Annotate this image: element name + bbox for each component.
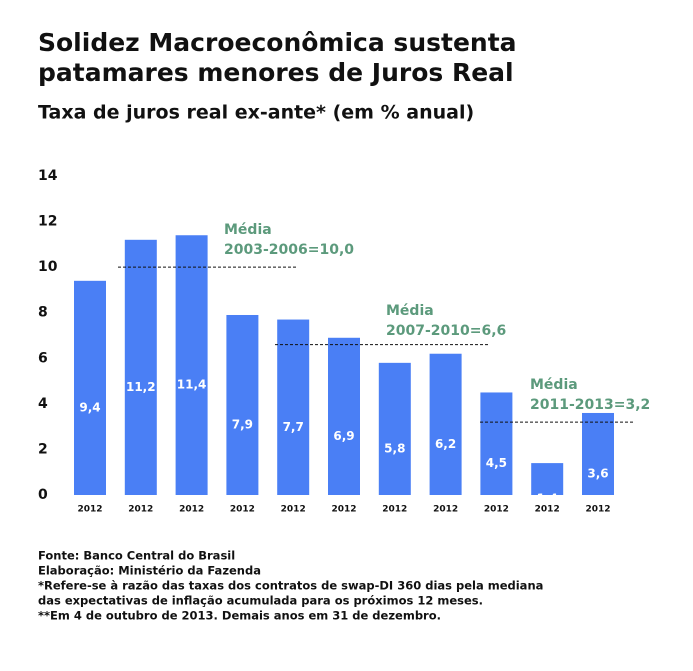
x-tick-label: 2012 xyxy=(281,505,306,515)
bar xyxy=(226,314,259,495)
average-label: 2011-2013=3,2 xyxy=(530,397,650,413)
value-label: 9,4 xyxy=(79,400,100,414)
y-tick-label: 14 xyxy=(38,168,58,184)
note: das expectativas de inflação acumulada p… xyxy=(38,594,483,608)
average-label: Média xyxy=(530,377,578,393)
y-tick-label: 8 xyxy=(38,305,48,321)
x-tick-label: 2012 xyxy=(230,505,255,515)
x-tick-label: 2012 xyxy=(382,505,407,515)
note: Fonte: Banco Central do Brasil xyxy=(38,549,235,563)
y-tick-label: 6 xyxy=(38,350,48,366)
value-label: 5,8 xyxy=(384,441,405,455)
value-label: 11,4 xyxy=(177,378,207,392)
chart-title: Solidez Macroeconômica sustenta xyxy=(38,28,517,57)
average-label: Média xyxy=(224,222,272,238)
bar xyxy=(480,392,513,495)
note: Elaboração: Ministério da Fazenda xyxy=(38,564,261,578)
y-tick-label: 2 xyxy=(38,441,48,457)
y-tick-label: 4 xyxy=(38,396,48,412)
x-tick-label: 2012 xyxy=(535,505,560,515)
bar xyxy=(124,239,157,495)
bar xyxy=(582,412,614,495)
x-tick-label: 2012 xyxy=(331,505,356,515)
value-label: 7,7 xyxy=(283,420,304,434)
x-tick-label: 2012 xyxy=(484,505,509,515)
value-label: 3,6 xyxy=(587,466,608,480)
x-tick-label: 2012 xyxy=(128,505,153,515)
average-label: 2007-2010=6,6 xyxy=(386,323,506,339)
bar xyxy=(74,280,106,495)
y-tick-label: 10 xyxy=(38,259,58,275)
x-tick-label: 2012 xyxy=(179,505,204,515)
value-label: 6,2 xyxy=(435,437,456,451)
bar xyxy=(277,319,310,495)
value-label: 11,2 xyxy=(126,380,156,394)
note: *Refere-se à razão das taxas dos contrat… xyxy=(38,579,543,593)
y-tick-label: 0 xyxy=(38,487,48,503)
chart-subtitle: Taxa de juros real ex-ante* (em % anual) xyxy=(38,102,474,124)
y-tick-label: 12 xyxy=(38,214,57,230)
value-label: 4,5 xyxy=(486,456,507,470)
bar xyxy=(429,353,462,495)
x-tick-label: 2012 xyxy=(433,505,458,515)
bar xyxy=(175,235,208,495)
bar xyxy=(328,337,360,495)
average-label: 2003-2006=10,0 xyxy=(224,242,354,258)
note: **Em 4 de outubro de 2013. Demais anos e… xyxy=(38,609,441,623)
average-label: Média xyxy=(386,303,434,319)
chart-title: patamares menores de Juros Real xyxy=(38,58,514,87)
value-label: 1,4 xyxy=(537,492,558,506)
x-tick-label: 2012 xyxy=(585,505,610,515)
value-label: 6,9 xyxy=(333,429,354,443)
bar xyxy=(378,362,411,495)
bar xyxy=(531,463,564,495)
x-tick-label: 2012 xyxy=(77,505,102,515)
value-label: 7,9 xyxy=(232,417,253,431)
